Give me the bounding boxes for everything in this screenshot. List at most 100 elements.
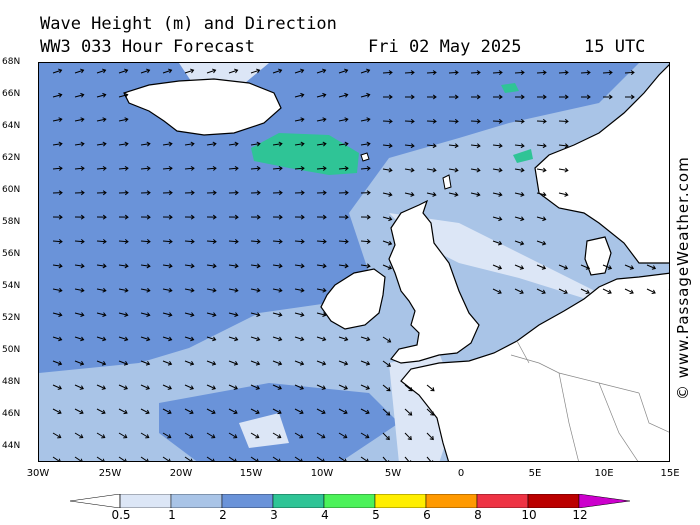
wave-direction-arrow	[294, 214, 305, 220]
wave-direction-arrow	[250, 287, 261, 293]
wave-direction-arrow	[228, 432, 238, 439]
legend-swatch	[476, 494, 529, 508]
legend-label: 2	[219, 508, 227, 522]
wave-direction-arrow	[294, 432, 304, 439]
wave-direction-arrow	[250, 165, 261, 171]
wave-direction-arrow	[382, 240, 393, 246]
wave-direction-arrow	[426, 408, 435, 416]
wave-direction-arrow	[96, 68, 107, 74]
lon-label: 5W	[384, 468, 402, 479]
wave-direction-arrow	[602, 94, 613, 100]
wave-direction-arrow	[624, 288, 634, 295]
wave-direction-arrow	[118, 360, 129, 366]
wave-direction-arrow	[52, 360, 63, 366]
wave-direction-arrow	[470, 167, 481, 173]
wave-direction-arrow	[206, 68, 217, 74]
wave-direction-arrow	[492, 118, 503, 124]
wave-direction-arrow	[140, 287, 151, 293]
wave-direction-arrow	[448, 143, 459, 149]
wave-direction-arrow	[228, 287, 239, 293]
legend-label: 1	[168, 508, 176, 522]
wave-direction-arrow	[74, 165, 85, 171]
wave-direction-arrow	[206, 432, 216, 439]
wave-direction-arrow	[96, 360, 107, 366]
wave-direction-arrow	[272, 360, 283, 366]
lat-label: 62N	[2, 153, 21, 163]
wave-direction-arrow	[52, 263, 63, 269]
wave-direction-arrow	[272, 190, 283, 196]
wave-direction-arrow	[228, 214, 239, 220]
lat-label: 64N	[2, 121, 21, 131]
wave-direction-arrow	[118, 117, 129, 123]
wave-direction-arrow	[118, 165, 129, 171]
wave-direction-arrow	[52, 141, 63, 147]
wave-direction-arrow	[514, 143, 525, 149]
wave-direction-arrow	[228, 360, 239, 366]
wave-direction-arrow	[272, 263, 283, 269]
wave-direction-arrow	[52, 336, 63, 342]
wave-direction-arrow	[536, 143, 547, 149]
lon-label: 10W	[310, 468, 334, 479]
wave-direction-arrow	[272, 432, 282, 439]
wave-direction-arrow	[250, 408, 260, 415]
wave-direction-arrow	[118, 336, 129, 342]
wave-direction-arrow	[580, 288, 590, 295]
wave-direction-arrow	[558, 94, 569, 100]
great-britain-land	[388, 199, 480, 364]
legend-swatch	[323, 494, 376, 508]
wave-direction-arrow	[294, 384, 304, 390]
wave-direction-arrow	[294, 408, 304, 415]
wave-direction-arrow	[272, 141, 283, 147]
wave-direction-arrow	[316, 408, 326, 415]
wave-direction-arrow	[426, 167, 437, 173]
legend-swatch	[578, 494, 631, 508]
wave-direction-arrow	[228, 336, 239, 342]
wave-direction-arrow	[294, 141, 305, 147]
wave-direction-arrow	[74, 68, 85, 74]
wave-direction-arrow	[404, 143, 415, 149]
wave-direction-arrow	[96, 165, 107, 171]
wave-band-2-3m	[39, 63, 639, 461]
wave-direction-arrow	[162, 239, 173, 244]
wave-direction-arrow	[206, 263, 217, 269]
wave-direction-arrow	[470, 70, 481, 76]
wave-direction-arrow	[602, 288, 612, 295]
wave-direction-arrow	[250, 141, 261, 147]
lon-label: 15W	[239, 468, 263, 479]
legend-swatch	[374, 494, 427, 508]
wave-direction-arrow	[294, 92, 305, 98]
wave-direction-arrow	[118, 214, 129, 220]
legend-swatch	[527, 494, 580, 508]
wave-direction-arrow	[294, 456, 303, 461]
wave-direction-arrow	[426, 143, 437, 149]
wave-direction-arrow	[118, 92, 129, 98]
wave-direction-arrow	[470, 94, 481, 100]
forecast-time: 15 UTC	[584, 37, 646, 57]
lon-label: 25W	[98, 468, 122, 479]
wave-direction-arrow	[316, 239, 327, 244]
wave-direction-arrow	[338, 408, 348, 415]
wave-map	[38, 62, 670, 462]
wave-direction-arrow	[52, 239, 63, 244]
site-credit: © www.PassageWeather.com	[674, 156, 692, 400]
wave-direction-arrow	[162, 165, 173, 171]
wave-direction-arrow	[272, 384, 282, 390]
wave-direction-arrow	[74, 117, 85, 123]
wave-direction-arrow	[448, 70, 459, 76]
wave-direction-arrow	[162, 456, 171, 461]
wave-direction-arrow	[52, 384, 62, 390]
wave-direction-arrow	[316, 117, 327, 123]
wave-direction-arrow	[514, 240, 525, 246]
wave-direction-arrow	[140, 384, 150, 390]
wave-direction-arrow	[118, 190, 129, 196]
wave-direction-arrow	[162, 263, 173, 269]
wave-direction-arrow	[272, 408, 282, 415]
lat-label: 66N	[2, 89, 21, 99]
wave-direction-arrow	[624, 70, 635, 76]
wave-direction-arrow	[514, 118, 525, 124]
wave-direction-arrow	[250, 360, 261, 366]
wave-direction-arrow	[338, 432, 348, 439]
wave-direction-arrow	[470, 118, 481, 124]
wave-direction-arrow	[272, 312, 283, 317]
wave-direction-arrow	[228, 165, 239, 171]
